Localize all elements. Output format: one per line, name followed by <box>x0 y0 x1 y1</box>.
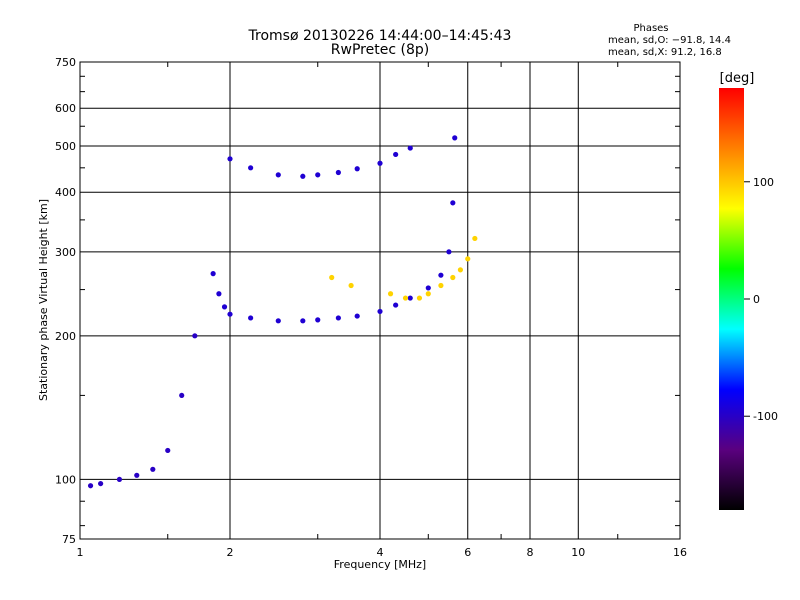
y-tick-label: 300 <box>55 246 76 259</box>
chart-title: Tromsø 20130226 14:44:00–14:45:43 <box>248 28 512 44</box>
phases-heading: Phases <box>633 23 668 34</box>
data-point <box>465 256 471 262</box>
y-tick-label: 400 <box>55 186 76 199</box>
phases-x-line: mean, sd,X: 91.2, 16.8 <box>608 47 722 58</box>
chart-subtitle: RwPretec (8p) <box>331 42 429 58</box>
data-point <box>87 483 94 489</box>
y-axis-label: Stationary phase Virtual Height [km] <box>37 199 50 401</box>
data-point <box>275 172 281 178</box>
data-point <box>402 295 409 301</box>
data-point <box>377 308 383 315</box>
data-point <box>450 200 456 206</box>
data-point <box>335 169 341 176</box>
data-point <box>248 165 254 171</box>
data-point <box>387 291 394 297</box>
data-point <box>210 271 216 277</box>
data-point <box>116 476 123 483</box>
data-point <box>438 282 444 289</box>
grid-lines <box>80 62 680 539</box>
data-point <box>450 274 456 281</box>
data-point <box>446 249 452 255</box>
data-point <box>407 295 413 301</box>
data-point <box>348 282 354 289</box>
y-tick-label: 75 <box>62 533 76 546</box>
data-point <box>335 315 341 321</box>
data-point <box>150 466 156 472</box>
data-point <box>275 318 281 324</box>
data-point <box>354 313 360 319</box>
y-tick-label: 500 <box>55 140 76 153</box>
data-point <box>98 480 104 487</box>
colorbar <box>719 88 744 510</box>
data-point <box>300 318 306 324</box>
x-tick-label: 8 <box>527 546 534 559</box>
x-tick-label: 4 <box>377 546 384 559</box>
x-axis-label: Frequency [MHz] <box>334 558 426 571</box>
data-point <box>329 274 335 281</box>
colorbar-tick-label: 0 <box>753 293 760 306</box>
axis-ticks: 1 2 4 6 8 10 16 75 100 200 300 400 500 600 750 <box>55 56 687 559</box>
x-tick-label: 16 <box>673 546 687 559</box>
data-point <box>192 333 198 339</box>
x-tick-label: 6 <box>464 546 471 559</box>
colorbar-ticks: 100 0 -100 <box>744 176 778 423</box>
x-tick-label: 10 <box>571 546 585 559</box>
x-tick-label: 1 <box>77 546 84 559</box>
data-points <box>87 135 478 489</box>
data-point <box>179 392 185 399</box>
data-point <box>315 172 321 178</box>
data-point <box>377 160 383 166</box>
colorbar-tick-label: -100 <box>753 410 778 423</box>
colorbar-tick-label: 100 <box>753 176 774 189</box>
data-point <box>425 291 431 297</box>
data-point <box>248 315 254 321</box>
data-point <box>438 272 444 278</box>
x-tick-label: 2 <box>227 546 234 559</box>
data-point <box>227 156 233 162</box>
data-point <box>134 472 140 478</box>
data-point <box>425 285 431 291</box>
data-point <box>227 311 233 317</box>
data-point <box>393 302 399 308</box>
data-point <box>472 235 478 242</box>
y-tick-label: 600 <box>55 102 76 115</box>
phases-o-line: mean, sd,O: −91.8, 14.4 <box>608 35 731 46</box>
data-point <box>407 145 413 151</box>
data-point <box>221 304 228 310</box>
data-point <box>315 317 321 323</box>
y-tick-label: 750 <box>55 56 76 69</box>
colorbar-label: [deg] <box>720 71 755 86</box>
data-point <box>452 135 458 141</box>
y-tick-label: 100 <box>55 473 76 486</box>
data-point <box>216 291 222 297</box>
data-point <box>393 151 399 158</box>
data-point <box>416 295 423 301</box>
y-tick-label: 200 <box>55 330 76 343</box>
data-point <box>300 173 306 179</box>
data-point <box>457 267 464 273</box>
data-point <box>354 166 360 172</box>
data-point <box>165 447 171 454</box>
